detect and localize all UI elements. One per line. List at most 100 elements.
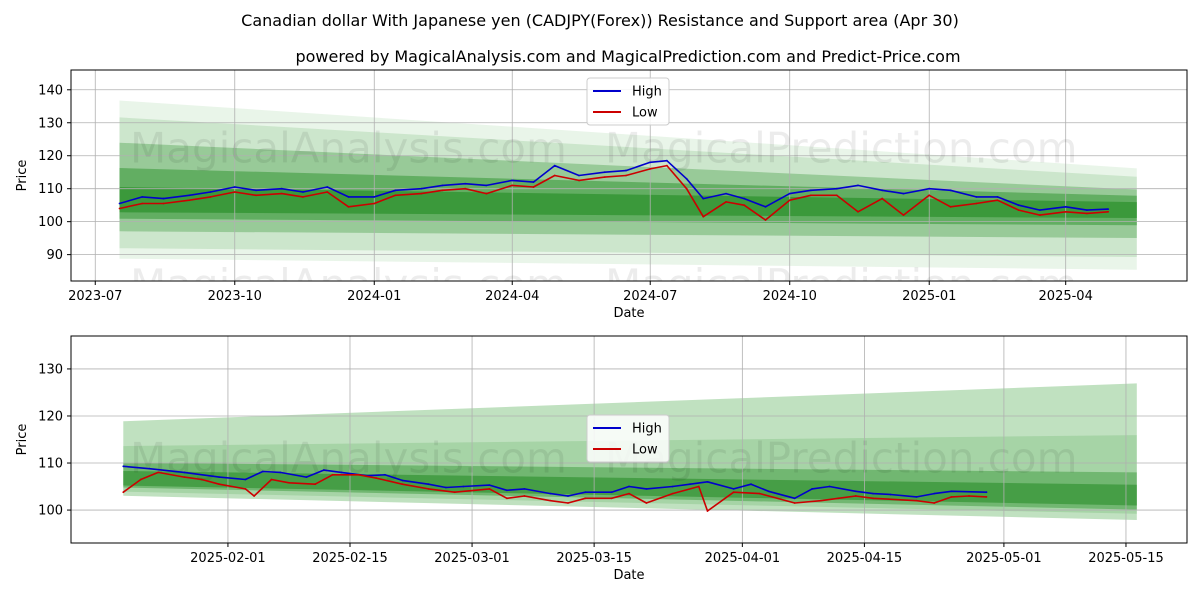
- data-point-high: [553, 164, 556, 167]
- data-point-high: [578, 174, 580, 177]
- data-point-high: [549, 492, 552, 495]
- data-point-high: [148, 467, 151, 470]
- data-point-high: [810, 189, 812, 192]
- data-point-low: [375, 477, 378, 479]
- data-point-high: [1107, 208, 1110, 211]
- x-tick-label: 2025-03-01: [434, 551, 510, 566]
- data-point-low: [610, 497, 613, 500]
- watermark-text: MagicalAnalysis.com: [130, 260, 567, 309]
- legend-label-low: Low: [632, 443, 658, 458]
- chart-bottom: MagicalAnalysis.com MagicalPrediction.com…: [15, 335, 1188, 583]
- data-point-high: [835, 187, 838, 190]
- data-point-high: [950, 490, 953, 493]
- data-point-high: [322, 469, 325, 471]
- watermark-text: MagicalPrediction.com: [605, 433, 1078, 482]
- data-point-high: [767, 490, 770, 493]
- data-point-low: [485, 192, 488, 195]
- data-point-high: [1017, 204, 1020, 207]
- data-point-low: [288, 481, 290, 484]
- data-point-low: [933, 502, 936, 504]
- x-tick-label: 2023-07: [68, 289, 122, 304]
- data-point-low: [743, 204, 746, 207]
- data-point-high: [420, 187, 423, 190]
- data-point-high: [445, 486, 447, 489]
- data-point-low: [725, 200, 727, 203]
- data-point-low: [902, 214, 905, 216]
- data-point-high: [666, 159, 668, 162]
- y-tick-label: 110: [38, 457, 63, 472]
- data-point-high: [209, 191, 212, 193]
- data-point-low: [645, 502, 648, 504]
- data-point-low: [578, 179, 580, 182]
- data-point-low: [968, 495, 970, 497]
- data-point-low: [1064, 210, 1067, 213]
- support-band-0: [119, 100, 1137, 270]
- data-point-high: [532, 181, 535, 183]
- data-point-low: [996, 199, 999, 202]
- data-point-low: [985, 495, 988, 498]
- data-point-low: [209, 196, 212, 198]
- data-point-low: [506, 497, 508, 500]
- data-point-high: [255, 189, 257, 192]
- data-point-low: [314, 483, 317, 486]
- data-point-low: [628, 492, 630, 495]
- data-point-low: [549, 499, 552, 502]
- data-point-low: [188, 199, 191, 202]
- support-band-1: [119, 117, 1137, 258]
- data-point-low: [584, 497, 587, 500]
- data-point-low: [671, 492, 674, 495]
- data-point-high: [183, 471, 186, 474]
- data-point-high: [462, 485, 465, 488]
- data-point-low: [118, 207, 121, 210]
- data-point-low: [183, 476, 186, 479]
- y-axis-label: Price: [15, 160, 30, 192]
- data-point-high: [610, 491, 613, 494]
- x-tick-label: 2024-10: [763, 289, 817, 304]
- data-point-high: [743, 197, 746, 200]
- y-tick-label: 140: [38, 83, 63, 98]
- data-point-high: [261, 470, 264, 473]
- data-point-low: [1086, 212, 1088, 215]
- data-point-high: [441, 184, 444, 187]
- data-point-high: [671, 485, 674, 488]
- data-point-low: [218, 483, 221, 486]
- data-point-high: [725, 192, 727, 195]
- data-point-low: [453, 491, 456, 494]
- data-point-high: [302, 191, 304, 193]
- x-tick-label: 2025-04-01: [705, 551, 781, 566]
- data-point-high: [1086, 209, 1088, 212]
- data-point-high: [280, 187, 283, 190]
- chart-subtitle: powered by MagicalAnalysis.com and Magic…: [295, 47, 960, 66]
- data-point-low: [394, 194, 397, 197]
- data-point-high: [567, 495, 569, 497]
- data-point-low: [139, 478, 142, 481]
- legend-label-low: Low: [632, 106, 658, 121]
- data-point-high: [649, 161, 652, 164]
- data-point-high: [488, 484, 491, 487]
- x-tick-label: 2025-02-01: [190, 551, 266, 566]
- data-point-high: [933, 492, 936, 495]
- data-point-low: [141, 202, 144, 205]
- x-tick-label: 2025-05-01: [966, 551, 1042, 566]
- data-point-high: [122, 465, 125, 468]
- data-point-low: [625, 174, 627, 177]
- data-point-high: [188, 194, 191, 197]
- plot-frame: [70, 69, 1188, 282]
- data-point-low: [1107, 210, 1110, 213]
- x-tick-label: 2025-01: [902, 289, 956, 304]
- data-point-high: [750, 483, 752, 486]
- data-point-high: [689, 483, 691, 486]
- data-point-low: [253, 495, 255, 497]
- y-axis-label: Price: [15, 424, 30, 456]
- support-band-3: [123, 471, 1137, 506]
- data-point-low: [810, 194, 812, 197]
- x-tick-label: 2025-03-15: [556, 551, 632, 566]
- x-tick-label: 2024-04: [485, 289, 539, 304]
- y-tick-label: 120: [38, 409, 63, 424]
- x-tick-label: 2024-01: [347, 289, 401, 304]
- data-point-low: [872, 497, 875, 500]
- data-point-high: [872, 492, 875, 495]
- x-axis-label: Date: [613, 568, 644, 583]
- data-point-high: [996, 196, 999, 198]
- data-point-high: [975, 196, 978, 198]
